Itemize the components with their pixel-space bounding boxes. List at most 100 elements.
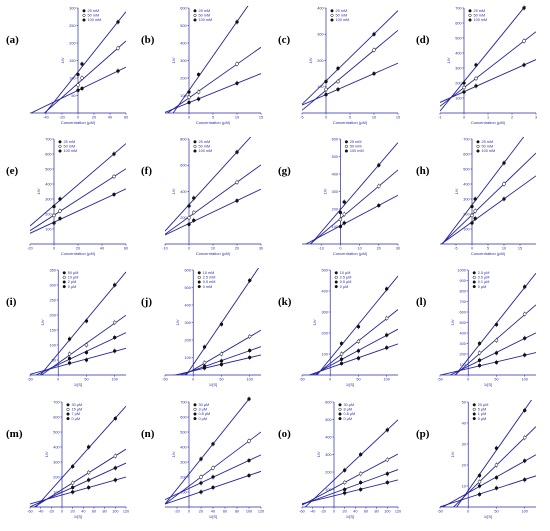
legend-entry: 2 μM	[68, 280, 77, 284]
legend-entry: 0.8 μM	[199, 412, 211, 416]
y-tick-label: 400	[180, 41, 186, 45]
legend-marker	[330, 18, 334, 22]
fit-line-1	[172, 6, 249, 113]
data-point	[522, 63, 526, 67]
data-point	[199, 481, 203, 485]
data-point	[474, 84, 478, 88]
data-point	[384, 345, 389, 350]
legend-entry: 100 mM	[64, 149, 78, 153]
x-axis-label: 1/[S]	[209, 382, 217, 387]
x-tick-label: 0	[53, 247, 55, 251]
data-point	[522, 408, 527, 413]
data-point	[372, 32, 376, 36]
data-point	[385, 428, 390, 432]
x-tick-label: -50	[27, 378, 33, 382]
legend-entry: 50 μM	[68, 271, 79, 275]
legend-marker	[58, 144, 62, 148]
legend-marker	[58, 140, 62, 144]
x-tick-label: 50	[219, 378, 223, 382]
data-point	[358, 452, 363, 457]
data-point	[336, 66, 340, 71]
legend-entry: 0 μM	[478, 285, 487, 289]
y-tick-label: 700	[459, 300, 465, 304]
y-tick-label: 500	[321, 268, 327, 272]
data-point	[52, 213, 56, 218]
data-point	[70, 481, 75, 485]
y-tick-label: 400	[45, 182, 51, 186]
fit-line-3	[302, 469, 398, 506]
y-axis-label: 1/V	[60, 57, 65, 63]
panel-label: (d)	[416, 34, 430, 46]
data-point	[338, 217, 343, 222]
x-axis-label: Concentration (μM)	[471, 120, 506, 125]
y-tick-label: 300	[180, 460, 186, 464]
data-point	[477, 363, 482, 368]
legend-entry: 100 mM	[482, 149, 496, 153]
data-point	[247, 334, 252, 339]
legend-entry: 30 μM	[72, 403, 83, 407]
legend-marker	[62, 285, 66, 289]
data-point	[70, 490, 75, 494]
y-tick-label: 500	[332, 155, 338, 159]
fit-line-4	[30, 476, 126, 505]
legend-entry: 30 μM	[199, 403, 210, 407]
data-point	[219, 362, 224, 367]
data-point	[339, 361, 344, 366]
legend-marker	[334, 275, 338, 279]
y-tick-label: 50	[52, 358, 56, 362]
data-point	[356, 324, 361, 329]
fit-line-4	[440, 352, 536, 375]
x-tick-label: -20	[174, 510, 180, 514]
y-tick-label: 100	[325, 488, 331, 492]
data-point	[116, 69, 120, 73]
data-point	[219, 322, 224, 326]
y-tick-label: 700	[463, 137, 469, 141]
data-point	[477, 351, 482, 355]
data-point	[112, 283, 117, 287]
y-tick-label: 700	[180, 400, 186, 404]
legend-marker	[66, 407, 70, 411]
y-tick-label: 10	[462, 484, 466, 488]
data-point	[80, 86, 84, 91]
legend-marker	[197, 285, 201, 289]
x-tick-label: 50	[356, 378, 360, 382]
data-point	[187, 95, 191, 99]
data-point	[247, 397, 251, 401]
data-point	[342, 468, 347, 472]
data-point	[76, 72, 80, 77]
data-point	[342, 212, 346, 216]
data-point	[247, 348, 252, 353]
data-point	[522, 459, 527, 463]
panel-i: (i) -50 0 50 100 50 100 150 200 250 300 350 1/[S] 1/V…	[6, 268, 126, 387]
data-point	[112, 320, 117, 325]
data-point	[67, 352, 72, 356]
panel-label: (n)	[141, 428, 155, 440]
y-tick-label: 400	[184, 303, 190, 307]
data-point	[377, 163, 381, 167]
x-tick-label: 0	[333, 510, 335, 514]
y-tick-label: 600	[184, 268, 190, 272]
panel-k: (k) -50 0 50 100 100 200 300 400 500 1/[S] 1/V 10 μM…	[278, 268, 398, 387]
x-tick-label: 0	[57, 378, 59, 382]
data-point	[339, 352, 344, 356]
legend-marker	[193, 412, 197, 416]
x-tick-label: 10	[357, 247, 361, 251]
legend-entry: 25 mM	[64, 140, 76, 144]
y-tick-label: 100	[317, 85, 323, 89]
x-tick-label: 120	[123, 510, 129, 514]
fit-line-3	[179, 346, 261, 375]
legend-entry: 100 mM	[336, 18, 350, 22]
fit-line-1	[30, 143, 126, 227]
x-tick-label: 40	[108, 116, 112, 120]
y-tick-label: 400	[455, 51, 461, 55]
legend-entry: 0.5 μM	[478, 276, 490, 280]
y-tick-label: 100	[53, 490, 59, 494]
legend-marker	[476, 149, 480, 153]
fit-line-4	[302, 479, 398, 505]
y-tick-label: 200	[321, 331, 327, 335]
x-tick-label: 100	[112, 378, 118, 382]
data-point	[80, 76, 84, 80]
data-point	[211, 442, 215, 446]
fit-line-4	[308, 343, 398, 375]
data-point	[76, 88, 80, 92]
